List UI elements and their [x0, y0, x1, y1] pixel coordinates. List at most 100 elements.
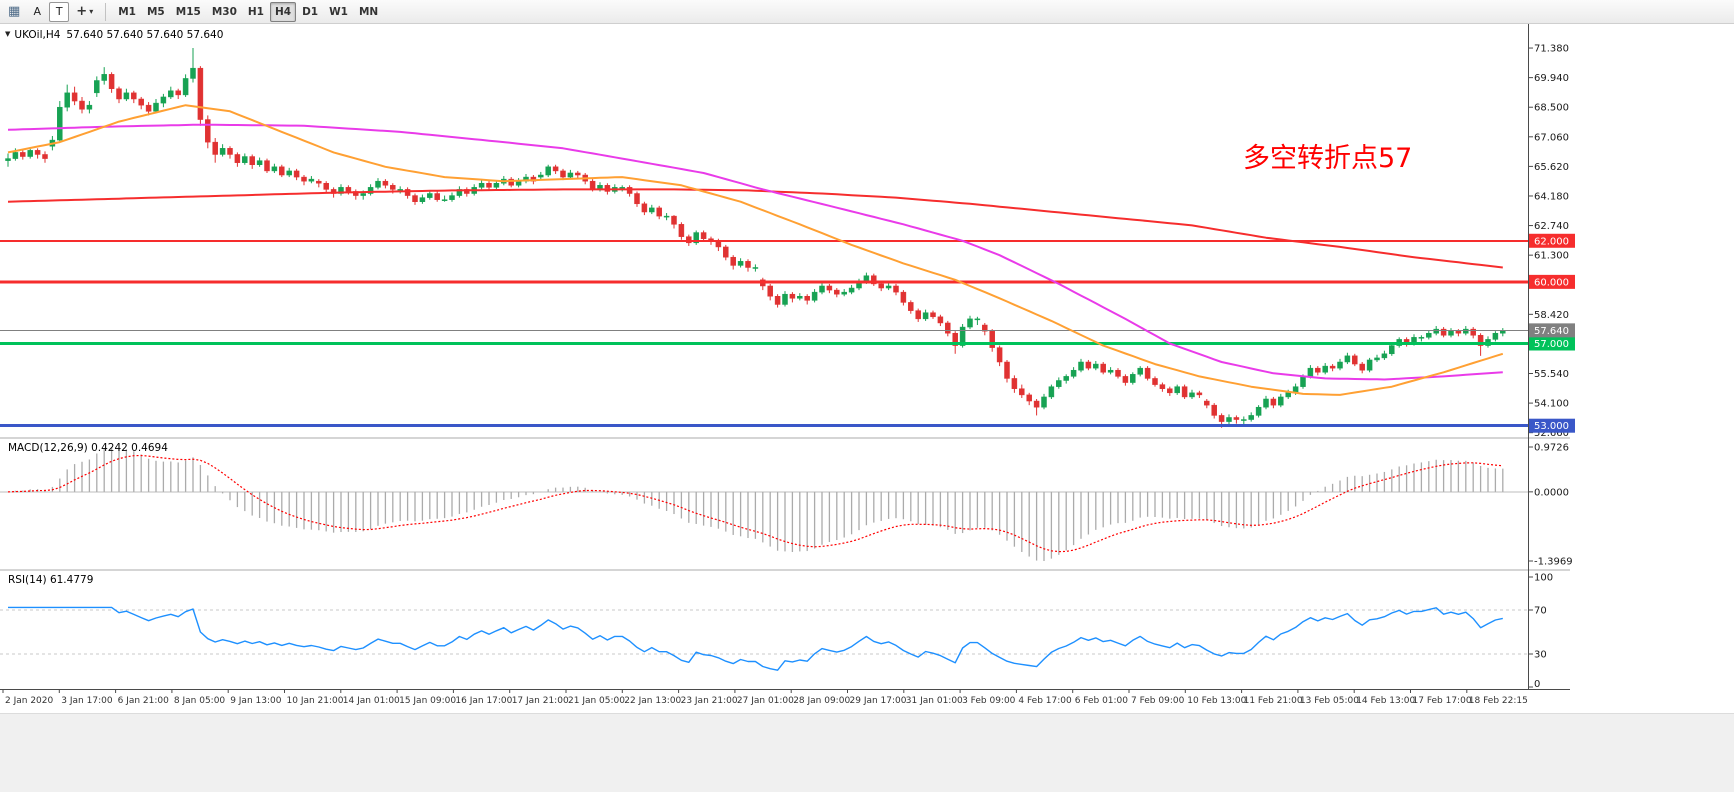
candle	[626, 185, 633, 197]
candle	[523, 173, 529, 184]
time-label: 6 Jan 21:00	[118, 696, 170, 706]
candle	[1144, 366, 1151, 381]
candle	[94, 76, 100, 97]
candle	[182, 74, 189, 97]
timeframe-h4[interactable]: H4	[269, 1, 297, 22]
candle	[131, 90, 137, 104]
price-tick-label: 55.540	[1534, 369, 1569, 380]
candle	[1278, 393, 1284, 408]
candle	[752, 264, 759, 272]
candle	[871, 273, 877, 286]
candle	[1366, 357, 1373, 373]
candle	[234, 152, 241, 167]
candle	[86, 101, 93, 114]
candle	[1248, 412, 1254, 422]
time-label: 17 Feb 17:00	[1413, 696, 1472, 706]
candle	[249, 154, 255, 169]
time-label: 31 Jan 01:00	[906, 696, 963, 706]
candle	[1137, 366, 1143, 377]
candle	[848, 284, 855, 295]
grid-icon[interactable]: ▦	[3, 2, 25, 22]
candle	[1070, 367, 1077, 379]
price-badge-label: 53.000	[1534, 421, 1569, 432]
candle	[1329, 364, 1336, 372]
candle	[1196, 390, 1203, 398]
candle	[71, 86, 78, 106]
price-badge-label: 62.000	[1534, 236, 1569, 247]
ma-slow-line	[7, 188, 1503, 269]
candle	[205, 115, 211, 149]
rsi-tick-label: 70	[1534, 606, 1547, 617]
candle	[397, 186, 403, 194]
macd-tick-label: 0.0000	[1534, 487, 1569, 498]
price-badge	[1529, 274, 1575, 289]
candle	[1322, 363, 1328, 375]
candle	[797, 293, 803, 301]
symbol-name: UKOil,H4	[14, 29, 61, 41]
candle	[834, 288, 840, 298]
timeframe-h1[interactable]: H1	[243, 2, 269, 22]
timeframe-m30[interactable]: M30	[207, 2, 242, 22]
candle	[1026, 392, 1032, 406]
candle	[1403, 337, 1410, 347]
timeframe-w1[interactable]: W1	[324, 2, 353, 22]
candle	[145, 102, 152, 116]
timeframe-m1[interactable]: M1	[113, 2, 141, 22]
candle	[382, 179, 389, 189]
chevron-down-icon: ▾	[89, 6, 94, 16]
candle	[338, 184, 344, 196]
candle	[1241, 416, 1247, 426]
candle	[219, 144, 226, 157]
candle	[1344, 352, 1351, 365]
candle	[486, 181, 492, 191]
crosshair-button[interactable]: + ▾	[71, 2, 98, 22]
dropdown-caret-icon[interactable]: ▼	[5, 30, 11, 38]
macd-indicator-label: MACD(12,26,9) 0.4242 0.4694	[8, 442, 168, 454]
candle	[915, 308, 921, 322]
candle	[1011, 375, 1018, 393]
candle	[1418, 335, 1425, 342]
timeframe-mn[interactable]: MN	[354, 2, 383, 22]
candle	[1115, 368, 1121, 379]
candle	[619, 185, 625, 192]
candle	[367, 184, 374, 196]
candle	[212, 138, 218, 163]
text-label-button[interactable]: T	[49, 1, 70, 22]
candle	[20, 149, 26, 160]
candle	[190, 48, 196, 83]
ohlc-values: 57.640 57.640 57.640 57.640	[66, 29, 224, 41]
candle	[279, 164, 285, 178]
candles-series	[5, 48, 1506, 428]
timeframe-m15[interactable]: M15	[171, 2, 206, 22]
rsi-line	[8, 606, 1503, 671]
candle	[663, 213, 670, 221]
candle	[1359, 362, 1365, 374]
candle	[1500, 328, 1506, 337]
candle	[1270, 396, 1277, 409]
text-a-button[interactable]: A	[27, 2, 47, 22]
macd-tick-label: 0.9726	[1534, 443, 1569, 454]
candle	[937, 314, 944, 327]
candle	[375, 178, 381, 190]
timeframe-m5[interactable]: M5	[142, 2, 170, 22]
bottom-area	[0, 713, 1734, 792]
price-badge	[1529, 233, 1575, 248]
timeframe-d1[interactable]: D1	[297, 2, 323, 22]
candle	[930, 310, 936, 319]
candle	[1159, 382, 1166, 392]
candle	[227, 146, 233, 159]
candle	[1093, 360, 1099, 371]
candle	[826, 283, 833, 294]
price-tick-label: 62.740	[1534, 221, 1569, 232]
candle	[441, 195, 448, 202]
candle	[301, 175, 307, 186]
candle	[116, 86, 122, 104]
candle	[819, 282, 825, 295]
candle	[427, 190, 433, 200]
chart-annotation[interactable]: 多空转折点57	[1243, 143, 1413, 174]
price-tick-label: 64.180	[1534, 191, 1569, 202]
time-label: 15 Jan 09:00	[399, 696, 456, 706]
candle	[27, 147, 33, 159]
candle	[64, 84, 70, 112]
